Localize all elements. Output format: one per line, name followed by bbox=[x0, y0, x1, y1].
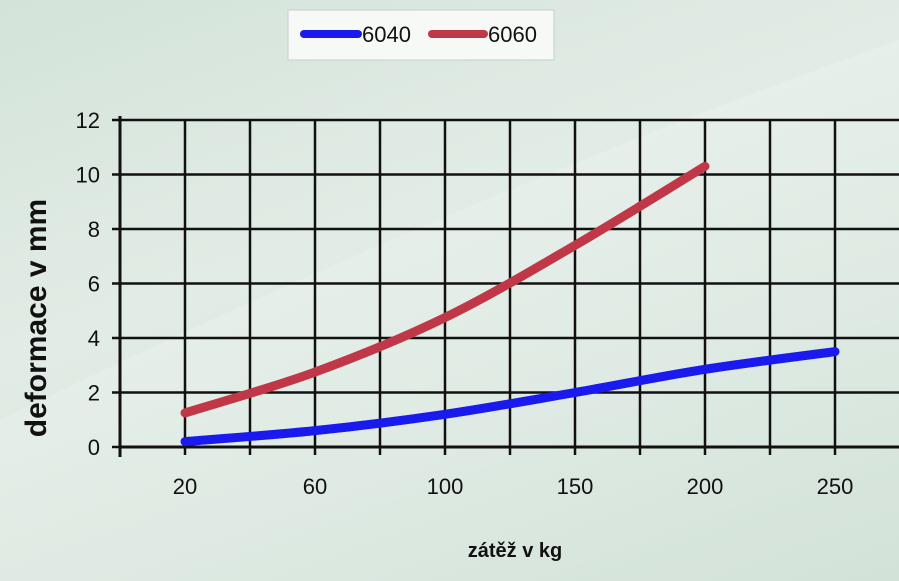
legend: 6040 6060 bbox=[287, 9, 555, 61]
x-tick-label: 150 bbox=[557, 474, 594, 499]
series-lines bbox=[180, 161, 840, 447]
y-tick-label: 2 bbox=[88, 381, 100, 406]
legend-label-6040: 6040 bbox=[362, 22, 411, 47]
x-tick-label: 60 bbox=[303, 474, 327, 499]
x-tick-label: 100 bbox=[427, 474, 464, 499]
y-tick-label: 4 bbox=[88, 326, 100, 351]
y-tick-label: 6 bbox=[88, 272, 100, 297]
y-tick-label: 10 bbox=[76, 163, 100, 188]
y-axis-title: deformace v mm bbox=[20, 199, 53, 437]
y-tick-labels: 0 2 4 6 8 10 12 bbox=[76, 108, 100, 460]
x-axis-title: zátěž v kg bbox=[468, 540, 562, 562]
legend-label-6060: 6060 bbox=[488, 22, 537, 47]
x-tick-label: 250 bbox=[817, 474, 854, 499]
x-tick-label: 200 bbox=[687, 474, 724, 499]
y-tick-label: 8 bbox=[88, 217, 100, 242]
y-tick-label: 0 bbox=[88, 435, 100, 460]
y-tick-label: 12 bbox=[76, 108, 100, 133]
series-line-6060 bbox=[180, 161, 710, 418]
x-tick-label: 20 bbox=[173, 474, 197, 499]
series-line-6040 bbox=[180, 347, 840, 447]
x-tick-labels: 20 60 100 150 200 250 bbox=[173, 474, 854, 499]
axes bbox=[118, 116, 899, 457]
